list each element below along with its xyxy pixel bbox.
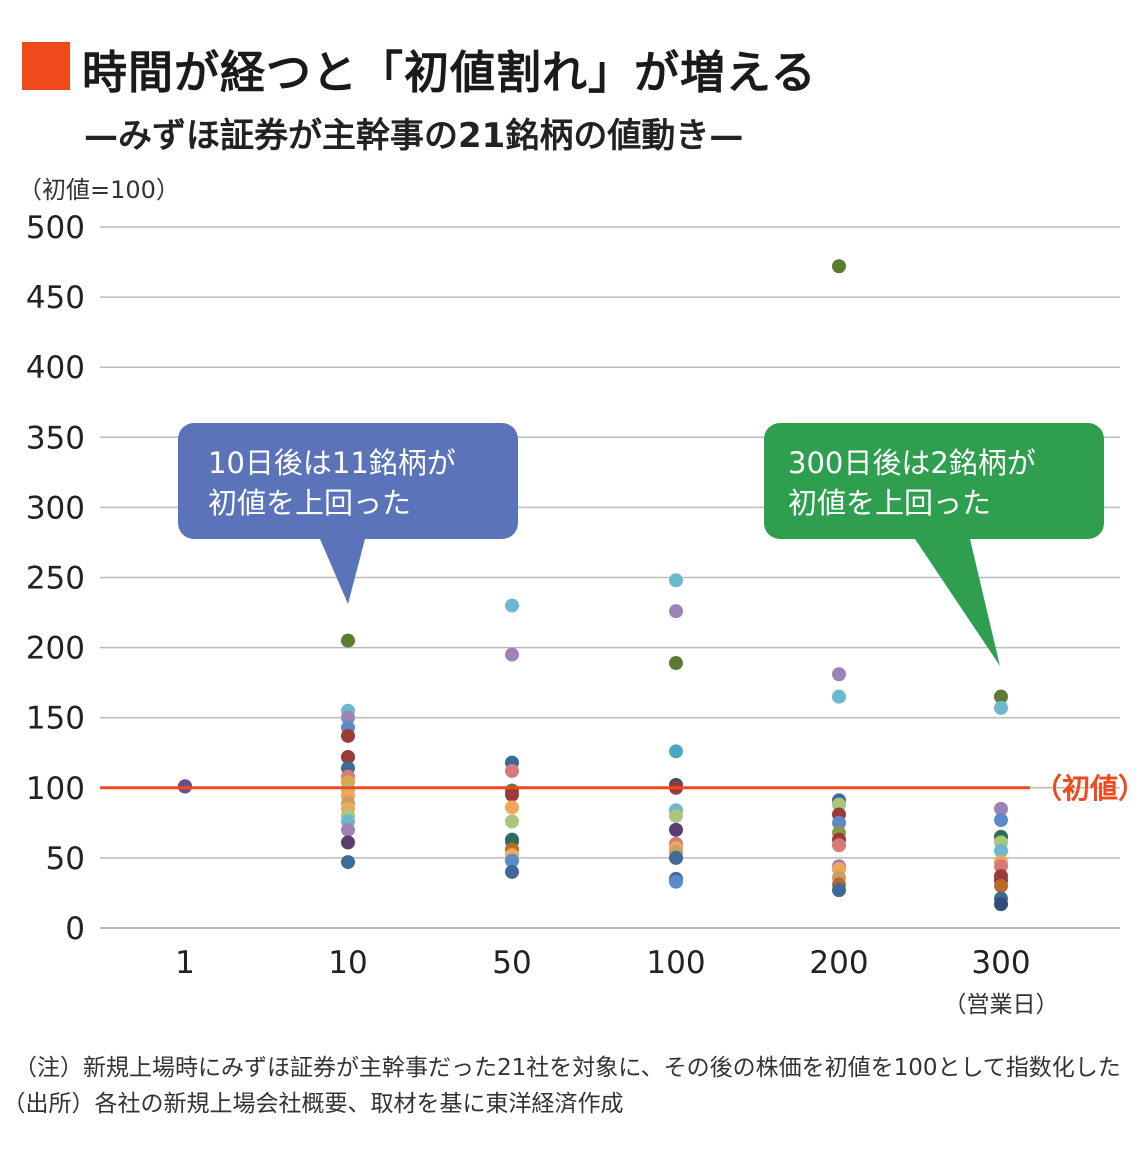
y-tick-label-450: 450: [26, 280, 85, 316]
y-tick-label-250: 250: [26, 561, 85, 597]
y-tick-label-0: 0: [65, 911, 85, 947]
data-point-50-26: [505, 787, 519, 802]
data-point-10-7: [341, 728, 355, 743]
callout-box-10: [178, 423, 518, 539]
data-point-100-43: [669, 822, 683, 837]
footnote-note: （注）新規上場時にみずほ証券が主幹事だった21社を対象に、その後の株価を初値を1…: [14, 1055, 1121, 1081]
data-point-10-19: [341, 835, 355, 850]
callout-text-line2-300: 初値を上回った: [788, 486, 991, 520]
data-point-300-71: [994, 843, 1008, 858]
y-tick-label-500: 500: [26, 210, 85, 246]
x-tick-label-1: 1: [175, 945, 195, 981]
callout-pointer-10: [320, 539, 365, 604]
data-point-50-24: [505, 763, 519, 778]
y-tick-label-350: 350: [26, 420, 85, 456]
data-point-100-49: [669, 874, 683, 889]
data-point-300-66: [994, 700, 1008, 715]
x-tick-label-300: 300: [971, 945, 1030, 981]
x-axis-label: （営業日）: [944, 992, 1059, 1018]
data-point-50-27: [505, 800, 519, 815]
chart-title: 時間が経つと「初値割れ」が増える: [82, 46, 817, 99]
data-point-50-22: [505, 647, 519, 662]
callout-text-line1-10: 10日後は11銘柄が: [208, 446, 456, 480]
x-tick-label-100: 100: [646, 945, 705, 981]
callout-pointer-300: [915, 539, 1000, 666]
chart-subtitle: —みずほ証券が主幹事の21銘柄の値動き—: [84, 116, 744, 156]
data-point-10-8: [341, 749, 355, 764]
data-point-50-33: [505, 853, 519, 868]
footnote-source: （出所）各社の新規上場会社概要、取材を基に東洋経済作成: [14, 1091, 624, 1117]
data-point-100-42: [669, 808, 683, 823]
data-point-200-54: [832, 797, 846, 812]
data-point-50-21: [505, 598, 519, 613]
data-point-10-5: [341, 710, 355, 725]
data-point-200-64: [832, 883, 846, 898]
callout-box-300: [764, 423, 1104, 539]
y-tick-label-200: 200: [26, 631, 85, 667]
y-tick-label-100: 100: [26, 771, 85, 807]
data-point-300-65: [994, 689, 1008, 704]
data-point-200-50: [832, 259, 846, 274]
callout-text-line1-300: 300日後は2銘柄が: [788, 446, 1036, 480]
data-point-300-73: [994, 859, 1008, 874]
data-point-50-34: [505, 864, 519, 879]
data-point-200-52: [832, 689, 846, 704]
data-point-300-78: [994, 897, 1008, 912]
data-point-100-37: [669, 656, 683, 671]
x-tick-label-10: 10: [328, 945, 367, 981]
data-point-100-38: [669, 744, 683, 759]
data-point-200-56: [832, 815, 846, 830]
footnote-spacer: [1121, 1055, 1140, 1081]
reference-line-label: （初値）: [1034, 772, 1140, 805]
data-point-10-18: [341, 822, 355, 837]
y-tick-label-50: 50: [46, 841, 85, 877]
x-tick-label-50: 50: [492, 945, 531, 981]
callout-text-line2-10: 初値を上回った: [208, 486, 411, 520]
y-axis-unit-label: （初値=100）: [18, 176, 180, 204]
title-mark: [22, 42, 70, 90]
scatter-chart: 0 50 100 150 200 250 300 350 400 450 500 1 10 50 100 20…: [26, 210, 1140, 1018]
data-point-300-68: [994, 813, 1008, 828]
data-point-300-67: [994, 801, 1008, 816]
y-tick-label-150: 150: [26, 701, 85, 737]
data-point-200-51: [832, 667, 846, 682]
data-point-50-28: [505, 814, 519, 829]
title-mark-square: [22, 42, 70, 90]
data-point-10-3: [341, 633, 355, 648]
data-point-10-20: [341, 855, 355, 870]
chart-footnote: （注）新規上場時にみずほ証券が主幹事だった21社を対象に、その後の株価を初値を1…: [14, 1050, 1124, 1122]
y-tick-label-300: 300: [26, 490, 85, 526]
data-point-100-36: [669, 604, 683, 619]
data-point-200-59: [832, 838, 846, 853]
data-point-100-47: [669, 850, 683, 865]
y-tick-label-400: 400: [26, 350, 85, 386]
data-point-300-76: [994, 878, 1008, 893]
data-point-100-35: [669, 573, 683, 588]
x-tick-label-200: 200: [809, 945, 868, 981]
